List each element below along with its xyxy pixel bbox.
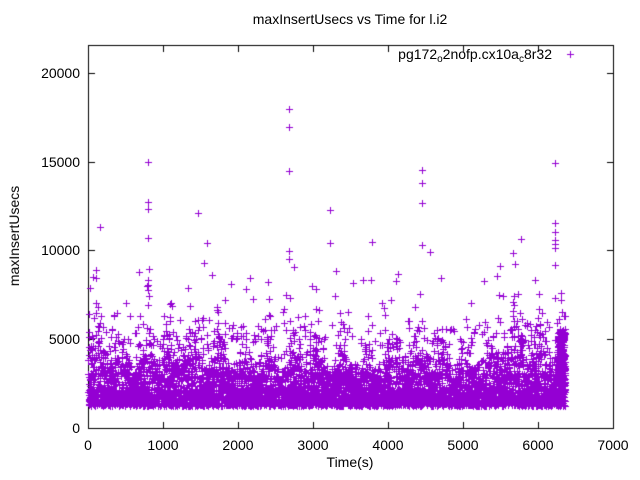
legend-label-subscript: o xyxy=(437,54,443,65)
x-tick-label: 2000 xyxy=(222,437,254,453)
y-tick-label: 0 xyxy=(72,420,80,436)
x-tick-label: 6000 xyxy=(522,437,554,453)
legend-label-subscript: c xyxy=(518,54,524,65)
y-tick-label: 15000 xyxy=(41,153,80,170)
chart-title: maxInsertUsecs vs Time for l.i2 xyxy=(252,11,448,27)
x-tick-label: 5000 xyxy=(447,437,479,453)
x-tick-label: 3000 xyxy=(297,437,329,453)
legend-series-label: pg172o2nofp.cx10ac8r32 xyxy=(398,46,552,65)
x-tick-label: 0 xyxy=(84,437,92,453)
legend-label-part: 8r32 xyxy=(523,46,552,62)
legend-label-part: pg172 xyxy=(398,46,438,62)
y-tick-label: 20000 xyxy=(41,64,80,81)
y-tick-label: 5000 xyxy=(48,331,80,348)
y-axis-label: maxInsertUsecs xyxy=(6,185,22,287)
x-tick-label: 7000 xyxy=(597,437,629,453)
y-tick-label: 10000 xyxy=(41,242,80,259)
legend: pg172o2nofp.cx10ac8r32 xyxy=(398,46,552,65)
x-axis-label: Time(s) xyxy=(326,454,374,470)
x-tick-label: 1000 xyxy=(147,437,179,453)
x-tick-label: 4000 xyxy=(372,437,404,453)
legend-label-part: 2nofp.cx10a xyxy=(442,46,519,62)
